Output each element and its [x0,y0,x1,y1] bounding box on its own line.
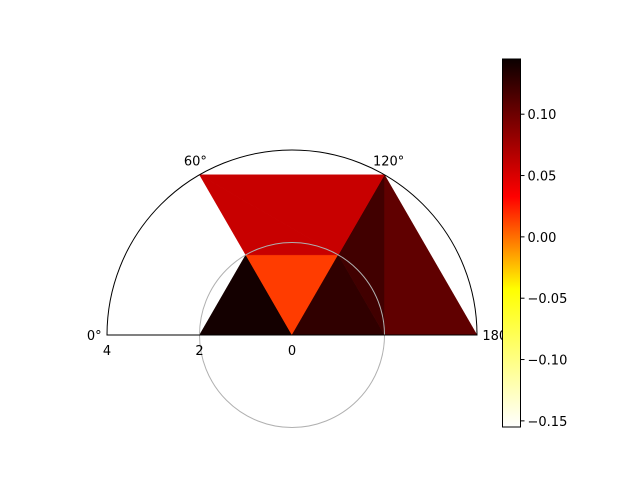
colorbar-tick-label: 0.05 [528,170,557,185]
colorbar-tick-label: 0.00 [528,231,557,246]
radial-tick-label: 0 [288,344,296,359]
triangle-cell-6 [198,174,340,256]
colorbar-tick-label: −0.10 [528,354,568,369]
colorbar-gradient [502,58,521,428]
colorbar: 0.10 0.05 0.00 −0.05 −0.10 −0.15 [502,58,568,430]
colorbar-tick-label: 0.10 [528,108,557,123]
triangle-cell-4 [384,173,477,335]
theta-tick-label: 120° [373,155,404,170]
polar-outer-boundary [106,149,478,336]
colorbar-tick-label: −0.05 [528,292,568,307]
plot-area [106,149,478,428]
colorbar-ticks: 0.10 0.05 0.00 −0.05 −0.10 −0.15 [520,108,568,430]
colorbar-tick-label: −0.15 [528,415,568,430]
triangle-mesh [198,173,477,335]
radial-tick-label: 2 [195,344,203,359]
radial-tick-label: 4 [103,344,111,359]
theta-tick-label: 0° [87,329,102,344]
radial-tick-labels: 4 2 0 [103,344,296,359]
theta-tick-label: 60° [184,155,207,170]
